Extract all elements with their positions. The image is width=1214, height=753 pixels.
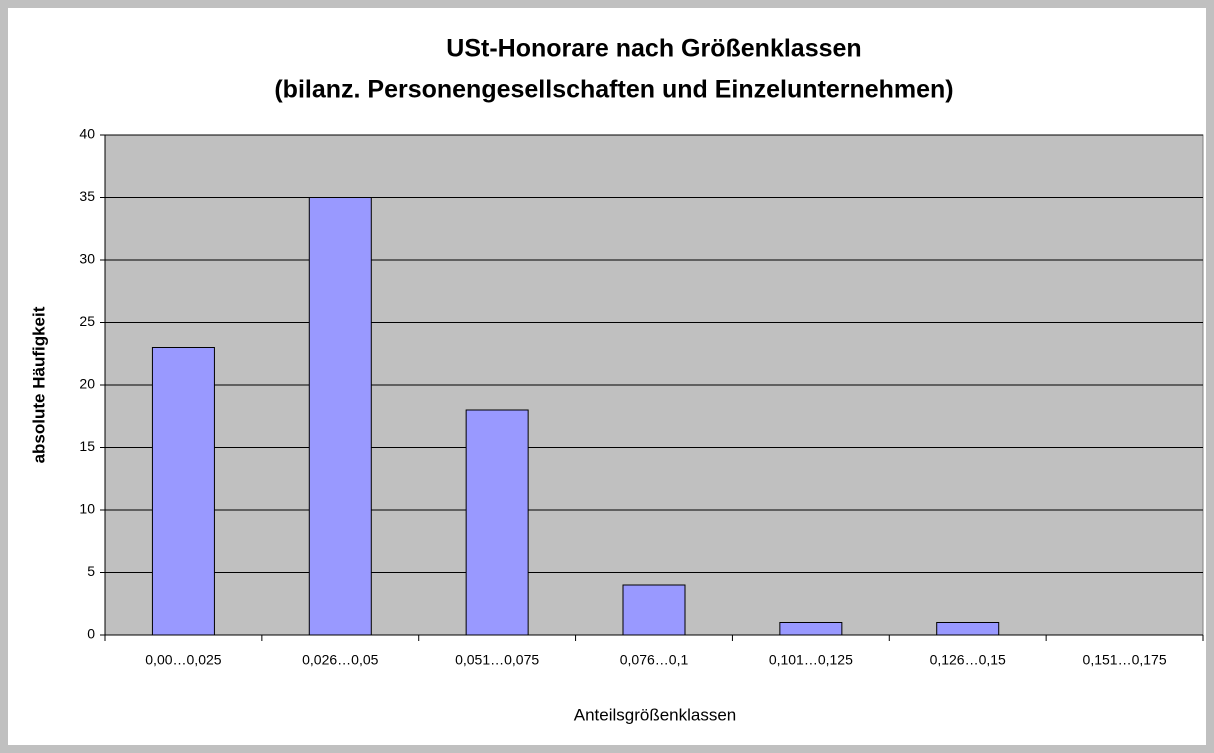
- bar: [936, 622, 1000, 636]
- y-axis-title: absolute Häufigkeit: [29, 306, 48, 463]
- bar: [465, 409, 529, 636]
- chart-title: USt-Honorare nach Größenklassen: [446, 35, 861, 63]
- y-tick-label: 20: [79, 376, 95, 392]
- x-tick-label: 0,151…0,175: [1083, 652, 1167, 668]
- x-tick-label: 0,051…0,075: [455, 652, 539, 668]
- bar: [779, 622, 843, 636]
- x-tick-label: 0,00…0,025: [145, 652, 221, 668]
- y-tick-label: 30: [79, 251, 95, 267]
- y-tick-label: 25: [79, 313, 95, 329]
- y-tick-label: 35: [79, 188, 95, 204]
- x-tick-label: 0,076…0,1: [620, 652, 689, 668]
- chart-subtitle: (bilanz. Personengesellschaften und Einz…: [274, 76, 953, 104]
- x-axis-title: Anteilsgrößenklassen: [574, 705, 737, 724]
- x-tick-label: 0,126…0,15: [930, 652, 1006, 668]
- x-tick-label: 0,101…0,125: [769, 652, 853, 668]
- y-tick-label: 0: [87, 626, 95, 642]
- bar: [622, 584, 686, 636]
- y-tick-label: 15: [79, 438, 95, 454]
- y-tick-label: 10: [79, 501, 95, 517]
- y-tick-label: 5: [87, 563, 95, 579]
- x-tick-label: 0,026…0,05: [302, 652, 378, 668]
- bar: [308, 197, 372, 636]
- y-tick-label: 40: [79, 126, 95, 142]
- bar: [151, 347, 215, 636]
